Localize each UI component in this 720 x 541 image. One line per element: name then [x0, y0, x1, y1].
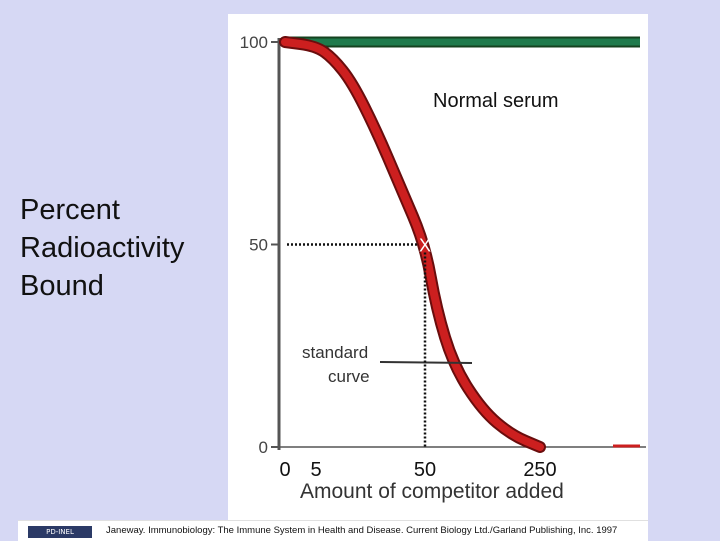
x-tick-label: 50	[414, 459, 436, 481]
credit-text: Janeway. Immunobiology: The Immune Syste…	[106, 525, 618, 536]
y-tick-label: 50	[249, 236, 268, 255]
y-axis-label-line: Bound	[20, 270, 104, 302]
standard-curve	[281, 38, 544, 451]
y-axis-label-line: Percent	[20, 194, 120, 226]
y-tick-label: 0	[259, 438, 268, 457]
x-tick-label: 5	[310, 459, 321, 481]
standard-curve-label-line: standard	[302, 343, 368, 362]
y-tick-label: 100	[240, 33, 268, 52]
publisher-logo: PD-INEL	[28, 526, 92, 538]
x-tick-label: 250	[523, 459, 556, 481]
normal-serum-label: Normal serum	[433, 90, 559, 112]
y-axis-label-line: Radioactivity	[20, 232, 185, 264]
x-axis-title: Amount of competitor added	[300, 480, 564, 503]
x-tick-label: 0	[279, 459, 290, 481]
half-max-marker: X	[419, 236, 431, 256]
credit-bar: PD-INEL Janeway. Immunobiology: The Immu…	[18, 520, 648, 541]
chart-panel: 0 50 100 0 5 50 250 Amount of competitor added N…	[228, 14, 648, 522]
standard-curve-label-line: curve	[328, 367, 370, 386]
